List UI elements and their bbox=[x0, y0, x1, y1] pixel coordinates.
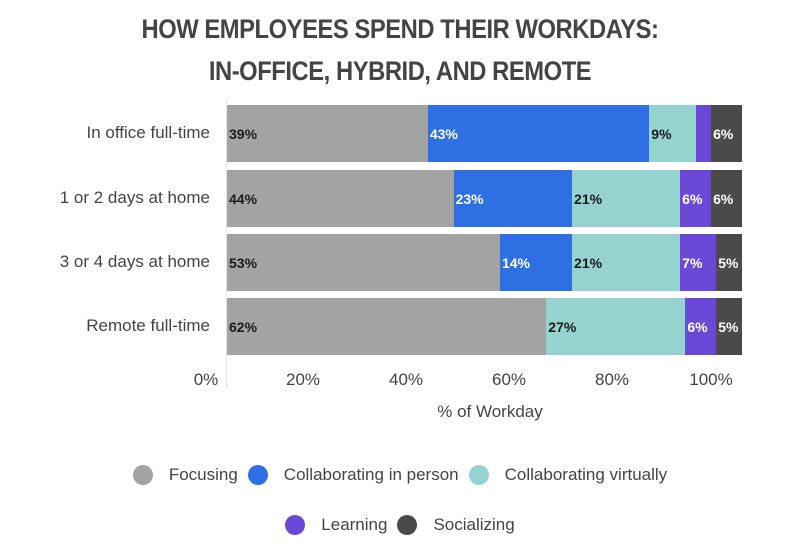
category-label: Remote full-time bbox=[86, 316, 210, 335]
x-tick-label: 40% bbox=[388, 370, 424, 389]
bar-segment: 6% bbox=[711, 105, 742, 162]
legend-item: Collaborating virtually bbox=[468, 465, 668, 485]
y-axis-line bbox=[226, 100, 227, 390]
legend-label: Collaborating in person bbox=[283, 465, 459, 484]
data-label: 14% bbox=[501, 254, 530, 271]
bar-segment: 43% bbox=[427, 105, 650, 162]
x-tick-label: 100% bbox=[689, 370, 733, 389]
bar-segment: 44% bbox=[227, 170, 454, 227]
bar-row: 44% 23% 21% 6% 6% bbox=[227, 170, 742, 227]
legend-swatch-icon bbox=[132, 465, 153, 485]
data-label: 9% bbox=[651, 125, 672, 142]
legend-item: Collaborating in person bbox=[247, 465, 459, 485]
x-axis-label: % of Workday bbox=[437, 402, 543, 421]
bar-segment: 39% bbox=[227, 105, 428, 162]
x-tick-label: 60% bbox=[491, 370, 527, 389]
bar-segment: 5% bbox=[716, 234, 742, 291]
legend-label: Socializing bbox=[433, 515, 515, 534]
category-label: 1 or 2 days at home bbox=[59, 188, 210, 207]
data-label: 21% bbox=[574, 190, 603, 207]
x-tick-label: 0% bbox=[193, 370, 219, 389]
x-tick-label: 80% bbox=[594, 370, 630, 389]
data-label: 5% bbox=[718, 318, 739, 335]
bar-segment: 27% bbox=[546, 298, 686, 355]
category-label: In office full-time bbox=[86, 123, 210, 142]
data-label: 7% bbox=[682, 254, 703, 271]
bar-segment bbox=[695, 105, 712, 162]
x-tick-label: 20% bbox=[285, 370, 321, 389]
category-label: 3 or 4 days at home bbox=[59, 252, 210, 271]
bar-row: 39% 43% 9% 6% bbox=[227, 105, 742, 162]
legend-swatch-icon bbox=[468, 465, 489, 485]
bar-segment: 5% bbox=[716, 298, 742, 355]
data-label: 5% bbox=[718, 254, 739, 271]
plot-area: 39% 43% 9% 6% 44% 23% 21% 6% 6% 53% 14% 21% 7% 5% 62% 2… bbox=[227, 105, 742, 357]
bar-segment: 6% bbox=[685, 298, 717, 355]
data-label: 43% bbox=[429, 125, 458, 142]
legend-swatch-icon bbox=[247, 465, 268, 485]
bar-segment: 62% bbox=[227, 298, 547, 355]
bar-segment: 6% bbox=[680, 170, 712, 227]
legend-item: Focusing bbox=[132, 465, 238, 485]
legend-item: Learning bbox=[285, 515, 387, 535]
data-label: 6% bbox=[682, 190, 703, 207]
legend-label: Focusing bbox=[168, 465, 238, 484]
legend-label: Collaborating virtually bbox=[504, 465, 668, 484]
chart-title-line-2: IN-OFFICE, HYBRID, AND REMOTE bbox=[208, 56, 592, 86]
data-label: 6% bbox=[687, 318, 708, 335]
bar-segment: 9% bbox=[649, 105, 696, 162]
data-label: 39% bbox=[229, 125, 258, 142]
data-label: 62% bbox=[229, 318, 258, 335]
legend-row: Focusing Collaborating in person Collabora… bbox=[0, 465, 800, 485]
bar-segment: 53% bbox=[227, 234, 500, 291]
bar-segment: 6% bbox=[711, 170, 742, 227]
bar-segment: 14% bbox=[499, 234, 573, 291]
legend-item: Socializing bbox=[397, 515, 515, 535]
chart-title: HOW EMPLOYEES SPEND THEIR WORKDAYS: IN-O… bbox=[48, 8, 752, 92]
data-label: 53% bbox=[229, 254, 258, 271]
data-label: 6% bbox=[713, 125, 734, 142]
data-label: 6% bbox=[713, 190, 734, 207]
data-label: 44% bbox=[229, 190, 258, 207]
bar-segment: 7% bbox=[680, 234, 717, 291]
bar-segment: 21% bbox=[572, 234, 681, 291]
bar-row: 62% 27% 6% 5% bbox=[227, 298, 742, 355]
legend-swatch-icon bbox=[285, 515, 306, 535]
data-label: 27% bbox=[548, 318, 577, 335]
legend-label: Learning bbox=[321, 515, 388, 534]
bar-segment: 23% bbox=[453, 170, 573, 227]
legend-swatch-icon bbox=[397, 515, 418, 535]
chart-title-line-1: HOW EMPLOYEES SPEND THEIR WORKDAYS: bbox=[141, 14, 659, 44]
bar-row: 53% 14% 21% 7% 5% bbox=[227, 234, 742, 291]
legend-row: Learning Socializing bbox=[0, 515, 800, 535]
data-label: 23% bbox=[455, 190, 484, 207]
data-label: 21% bbox=[574, 254, 603, 271]
bar-segment: 21% bbox=[572, 170, 681, 227]
